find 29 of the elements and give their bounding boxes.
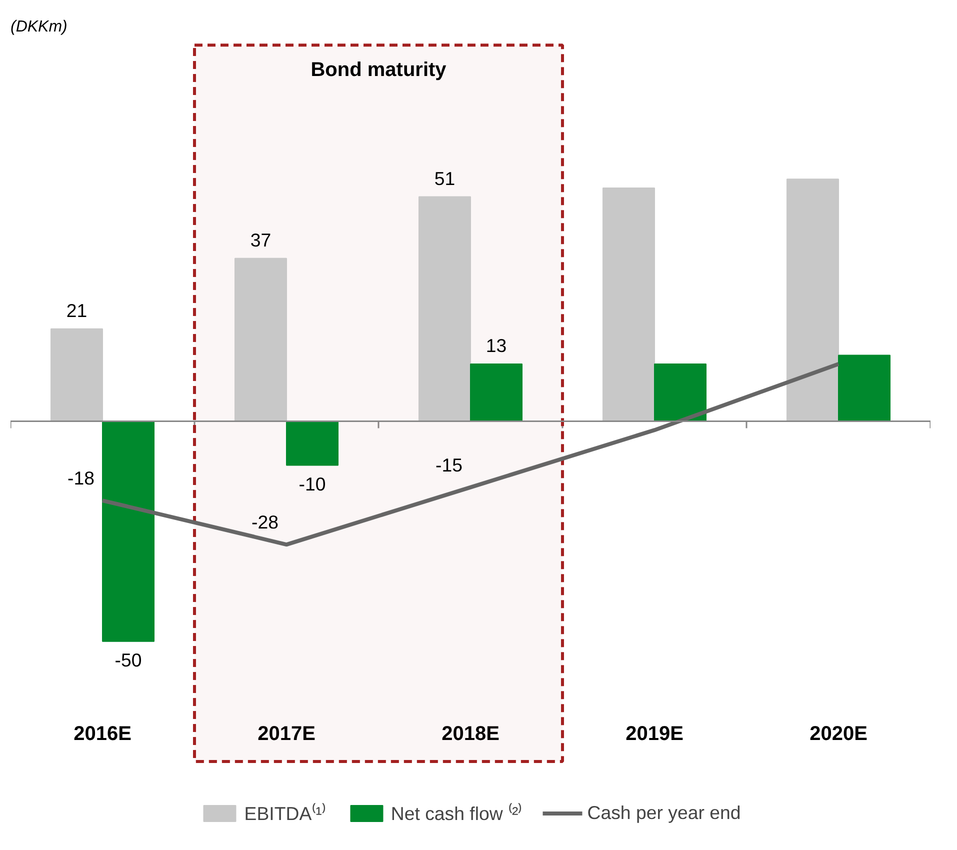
bar <box>418 196 471 422</box>
text: (DKKm) <box>10 18 68 36</box>
bar <box>786 178 839 422</box>
data-label: -15 <box>436 454 463 476</box>
bar <box>602 187 655 422</box>
bar <box>102 420 155 642</box>
legend-label: Net cash flow ⁽²⁾ <box>390 802 522 825</box>
data-label: 21 <box>66 300 88 321</box>
bar <box>654 364 707 422</box>
x-tick-label: 2020E <box>810 722 868 745</box>
x-tick-label: 2018E <box>442 722 500 745</box>
data-label: -18 <box>68 468 95 489</box>
data-label: -10 <box>298 473 326 494</box>
legend-label: Cash per year end <box>587 802 741 824</box>
bar <box>470 364 523 422</box>
data-label: 37 <box>250 229 272 250</box>
x-tick-label: 2019E <box>626 722 684 745</box>
bar <box>50 328 103 422</box>
band-label: Bond maturity <box>310 59 448 82</box>
data-label: -50 <box>114 649 142 670</box>
bar <box>838 354 891 422</box>
x-tick-label: 2017E <box>258 722 316 745</box>
data-label: -28 <box>252 512 279 533</box>
data-label: 51 <box>434 168 456 189</box>
x-tick-label: 2016E <box>74 722 132 745</box>
bar <box>234 258 287 422</box>
data-label: 13 <box>486 335 507 356</box>
bar <box>286 420 339 466</box>
legend-label: EBITDA⁽¹⁾ <box>244 802 326 825</box>
